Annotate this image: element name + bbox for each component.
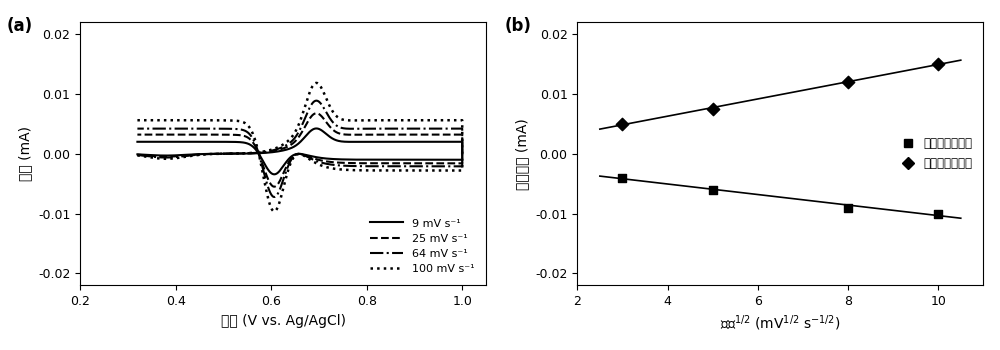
Legend: 9 mV s⁻¹, 25 mV s⁻¹, 64 mV s⁻¹, 100 mV s⁻¹: 9 mV s⁻¹, 25 mV s⁻¹, 64 mV s⁻¹, 100 mV s… (365, 212, 481, 280)
Y-axis label: 峰值电流 (mA): 峰值电流 (mA) (516, 118, 530, 190)
Y-axis label: 电流 (mA): 电流 (mA) (18, 126, 32, 181)
Point (705, 187, 721, 192)
Point (930, 61, 946, 67)
Point (614, 175, 630, 181)
Point (840, 205, 856, 210)
Point (930, 211, 946, 216)
Text: (a): (a) (7, 17, 33, 35)
Point (614, 121, 630, 127)
X-axis label: 转速$^{1/2}$ (mV$^{1/2}$ s$^{-1/2}$): 转速$^{1/2}$ (mV$^{1/2}$ s$^{-1/2}$) (720, 314, 841, 333)
X-axis label: 电势 (V vs. Ag/AgCl): 电势 (V vs. Ag/AgCl) (221, 314, 346, 328)
Point (840, 79, 856, 85)
Text: (b): (b) (504, 17, 531, 35)
Legend: 还原峰峰值电流, 氧化峰峰值电流: 还原峰峰值电流, 氧化峰峰值电流 (898, 133, 977, 175)
Point (705, 106, 721, 112)
